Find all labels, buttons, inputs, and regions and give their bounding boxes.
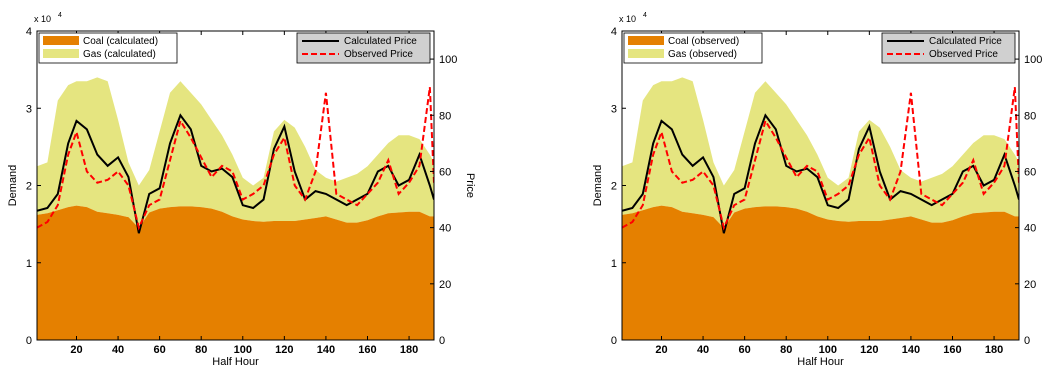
- x-axis-label: Half Hour: [212, 356, 259, 368]
- x-tick-label: 100: [819, 344, 837, 356]
- observed-price-line: [622, 87, 1019, 231]
- observed-price-line: [37, 87, 434, 231]
- y2-tick-label: 100: [1024, 54, 1042, 66]
- legend-lines-box: [296, 32, 431, 64]
- x-tick-label: 40: [697, 344, 709, 356]
- y2-tick-label: 40: [1024, 223, 1036, 235]
- x-tick-label: 120: [860, 344, 878, 356]
- plot-area: [37, 77, 434, 340]
- legend-lines-box: [881, 32, 1016, 64]
- y2-tick-label: 20: [439, 279, 451, 291]
- x-axis-label: Half Hour: [797, 356, 844, 368]
- y-tick-label: 0: [611, 335, 617, 347]
- y-exponent-label: x 10: [34, 14, 51, 24]
- legend-swatch: [43, 49, 79, 58]
- y-tick-label: 0: [26, 335, 32, 347]
- gas-area: [622, 77, 1019, 228]
- calculated-price-line: [622, 113, 1019, 234]
- y2-tick-label: 60: [439, 166, 451, 178]
- x-tick-label: 20: [655, 344, 667, 356]
- x-tick-label: 180: [985, 344, 1003, 356]
- y-tick-label: 4: [611, 26, 617, 38]
- y-exponent-label: x 10: [619, 14, 636, 24]
- y-exponent-power: 4: [643, 12, 647, 19]
- x-tick-label: 160: [943, 344, 961, 356]
- x-tick-label: 100: [234, 344, 252, 356]
- legend-label: Calculated Price: [344, 36, 417, 47]
- legend-lines: Calculated Price Observed Price: [881, 32, 1016, 64]
- y2-tick-label: 80: [439, 110, 451, 122]
- coal-area: [37, 205, 434, 340]
- legend-label: Gas (observed): [668, 49, 737, 60]
- y2-tick-label: 80: [1024, 110, 1036, 122]
- x-tick-label: 40: [112, 344, 124, 356]
- legend-swatch: [43, 36, 79, 45]
- legend-swatch: [628, 49, 664, 58]
- legend-lines: Calculated Price Observed Price: [296, 32, 431, 64]
- legend-label: Observed Price: [929, 49, 998, 60]
- x-tick-label: 140: [902, 344, 920, 356]
- y2-tick-label: 20: [1024, 279, 1036, 291]
- y-axis-label: Demand: [7, 165, 19, 207]
- legend-areas: Coal (calculated) Gas (calculated): [38, 32, 178, 64]
- y-tick-label: 4: [26, 26, 32, 38]
- y2-tick-label: 60: [1024, 166, 1036, 178]
- legend-label: Coal (observed): [668, 36, 739, 47]
- y-exponent-power: 4: [58, 12, 62, 19]
- gas-area: [37, 77, 434, 228]
- legend-label: Calculated Price: [929, 36, 1002, 47]
- x-tick-label: 120: [275, 344, 293, 356]
- legend-label: Observed Price: [344, 49, 413, 60]
- y-tick-label: 3: [26, 103, 32, 115]
- y-tick-label: 2: [611, 181, 617, 193]
- x-tick-label: 180: [400, 344, 418, 356]
- y2-tick-label: 0: [439, 335, 445, 347]
- y-tick-label: 1: [26, 258, 32, 270]
- plot-area: [622, 77, 1019, 340]
- coal-area: [622, 205, 1019, 340]
- x-tick-label: 60: [154, 344, 166, 356]
- y2-axis-label: Price: [464, 173, 476, 198]
- x-tick-label: 80: [780, 344, 792, 356]
- legend-label: Coal (calculated): [83, 36, 158, 47]
- y-tick-label: 1: [611, 258, 617, 270]
- x-tick-label: 160: [358, 344, 376, 356]
- x-tick-label: 60: [739, 344, 751, 356]
- x-tick-label: 20: [70, 344, 82, 356]
- x-tick-label: 80: [195, 344, 207, 356]
- y2-tick-label: 100: [439, 54, 457, 66]
- y-axis-label: Demand: [592, 165, 604, 207]
- y-tick-label: 3: [611, 103, 617, 115]
- legend-swatch: [628, 36, 664, 45]
- x-tick-label: 140: [317, 344, 335, 356]
- calculated-price-line: [37, 113, 434, 234]
- y2-tick-label: 40: [439, 223, 451, 235]
- y-tick-label: 2: [26, 181, 32, 193]
- y2-tick-label: 0: [1024, 335, 1030, 347]
- legend-areas: Coal (observed) Gas (observed): [623, 32, 763, 64]
- legend-label: Gas (calculated): [83, 49, 156, 60]
